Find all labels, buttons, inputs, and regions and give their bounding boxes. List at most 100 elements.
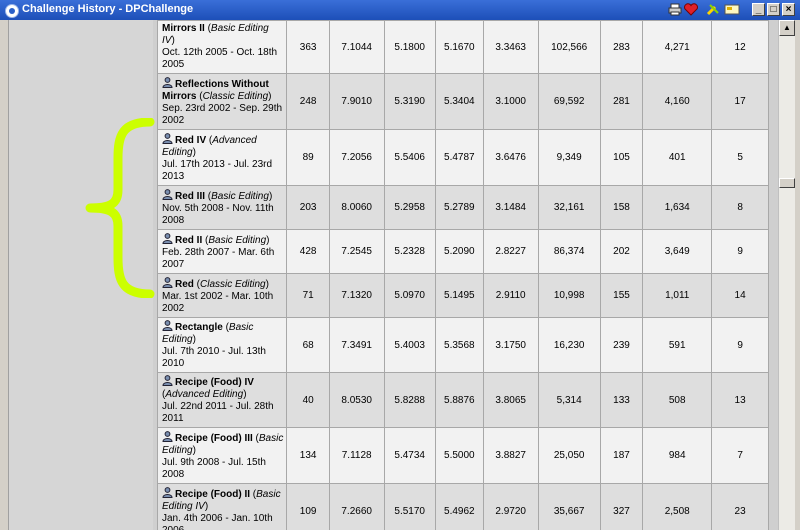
stat-cell: 9 xyxy=(711,229,769,274)
challenge-category: Advanced Editing xyxy=(165,389,244,400)
stat-cell: 283 xyxy=(599,20,644,74)
stat-cell: 428 xyxy=(286,229,330,274)
stat-cell: 5.2090 xyxy=(434,229,484,274)
stat-cell: 239 xyxy=(599,317,644,373)
stat-cell: 187 xyxy=(599,427,644,484)
table-row: Rectangle (Basic Editing) Jul. 7th 2010 -… xyxy=(156,317,769,373)
stat-cell: 5.4003 xyxy=(383,317,436,373)
stat-cell: 984 xyxy=(642,427,713,484)
table-row: Red III (Basic Editing) Nov. 5th 2008 - N… xyxy=(156,185,769,230)
challenge-name-link[interactable]: Rectangle xyxy=(175,322,223,333)
challenge-name-link[interactable]: Mirrors II xyxy=(162,23,205,34)
challenge-name-link[interactable]: Recipe (Food) IV xyxy=(175,377,254,388)
challenge-cell: Recipe (Food) II (Basic Editing IV) Jan. … xyxy=(156,483,288,530)
stat-cell: 9 xyxy=(711,317,769,373)
stat-cell: 3.3463 xyxy=(482,20,539,74)
stat-cell: 5.1800 xyxy=(383,20,436,74)
stat-cell: 1,011 xyxy=(642,273,713,318)
stat-cell: 5.3190 xyxy=(383,73,436,130)
vertical-scrollbar[interactable]: ▲ xyxy=(778,20,795,530)
stat-cell: 5.3568 xyxy=(434,317,484,373)
challenge-category: Basic Editing IV xyxy=(162,23,269,46)
stat-cell: 5.2958 xyxy=(383,185,436,230)
stat-cell: 8 xyxy=(711,185,769,230)
maximize-button[interactable]: □ xyxy=(767,3,780,16)
stat-cell: 363 xyxy=(286,20,330,74)
card-icon[interactable] xyxy=(724,3,740,17)
table-row: Mirrors II (Basic Editing IV) Oct. 12th 2… xyxy=(156,20,769,74)
table-row: Recipe (Food) II (Basic Editing IV) Jan. … xyxy=(156,483,769,530)
challenge-cell: Recipe (Food) III (Basic Editing) Jul. 9t… xyxy=(156,427,288,484)
stat-cell: 12 xyxy=(711,20,769,74)
stat-cell: 3.8065 xyxy=(482,372,539,428)
stat-cell: 7.2545 xyxy=(328,229,385,274)
stat-cell: 109 xyxy=(286,483,330,530)
stat-cell: 5.2789 xyxy=(434,185,484,230)
stat-cell: 7.1320 xyxy=(328,273,385,318)
challenge-dates: Oct. 12th 2005 - Oct. 18th 2005 xyxy=(162,47,278,70)
person-icon xyxy=(162,188,173,200)
stat-cell: 16,230 xyxy=(537,317,601,373)
heart-icon[interactable] xyxy=(683,3,699,17)
stat-cell: 7.3491 xyxy=(328,317,385,373)
stat-cell: 14 xyxy=(711,273,769,318)
stat-cell: 5.0970 xyxy=(383,273,436,318)
minimize-button[interactable]: _ xyxy=(752,3,765,16)
challenge-name-link[interactable]: Red IV xyxy=(175,134,207,146)
person-icon xyxy=(162,486,173,498)
stat-cell: 202 xyxy=(599,229,644,274)
stat-cell: 3.1484 xyxy=(482,185,539,230)
stat-cell: 5.5406 xyxy=(383,129,436,186)
curly-brace-annotation xyxy=(85,118,155,298)
stat-cell: 4,271 xyxy=(642,20,713,74)
stat-cell: 3.6476 xyxy=(482,129,539,186)
stat-cell: 35,667 xyxy=(537,483,601,530)
stat-cell: 3.1750 xyxy=(482,317,539,373)
window-right-edge xyxy=(795,20,800,530)
stat-cell: 5.4962 xyxy=(434,483,484,530)
challenge-history-content: Mirrors II (Basic Editing IV) Oct. 12th 2… xyxy=(153,20,778,530)
challenge-name-link[interactable]: Recipe (Food) III xyxy=(175,432,253,444)
stat-cell: 105 xyxy=(599,129,644,186)
stat-cell: 68 xyxy=(286,317,330,373)
challenge-name-link[interactable]: Red III xyxy=(175,190,206,202)
stat-cell: 7.9010 xyxy=(328,73,385,130)
challenge-cell: Red II (Basic Editing) Feb. 28th 2007 - M… xyxy=(156,229,288,274)
challenge-category: Advanced Editing xyxy=(162,134,257,158)
challenge-name-link[interactable]: Recipe (Food) II xyxy=(175,488,250,500)
stat-cell: 5 xyxy=(711,129,769,186)
stat-cell: 2,508 xyxy=(642,483,713,530)
challenge-name-link[interactable]: Red II xyxy=(175,234,203,246)
stat-cell: 5.8288 xyxy=(383,372,436,428)
stat-cell: 591 xyxy=(642,317,713,373)
challenge-dates: Jul. 17th 2013 - Jul. 23rd 2013 xyxy=(162,158,273,182)
challenge-cell: Reflections Without Mirrors (Classic Edi… xyxy=(156,73,288,130)
challenge-name-link[interactable]: Red xyxy=(175,278,194,290)
scroll-up-arrow-icon[interactable]: ▲ xyxy=(779,20,795,36)
challenge-dates: Mar. 1st 2002 - Mar. 10th 2002 xyxy=(162,290,274,314)
stat-cell: 2.8227 xyxy=(482,229,539,274)
stat-cell: 248 xyxy=(286,73,330,130)
stat-cell: 86,374 xyxy=(537,229,601,274)
printer-icon[interactable] xyxy=(667,3,683,17)
stat-cell: 5.5170 xyxy=(383,483,436,530)
stat-cell: 5.1495 xyxy=(434,273,484,318)
title-bar: Challenge History - DPChallenge _ □ × xyxy=(0,0,800,20)
challenge-name-link[interactable]: Reflections Without Mirrors xyxy=(162,78,269,102)
tools-icon[interactable] xyxy=(705,3,721,17)
scroll-thumb[interactable] xyxy=(779,178,795,188)
person-icon xyxy=(162,430,173,442)
challenge-cell: Rectangle (Basic Editing) Jul. 7th 2010 -… xyxy=(156,317,288,373)
stat-cell: 7.2056 xyxy=(328,129,385,186)
close-button[interactable]: × xyxy=(782,3,795,16)
challenge-category: Basic Editing xyxy=(162,322,254,345)
table-row: Red (Classic Editing) Mar. 1st 2002 - Mar… xyxy=(156,273,769,318)
window-title: Challenge History - DPChallenge xyxy=(22,3,194,15)
stat-cell: 401 xyxy=(642,129,713,186)
stat-cell: 158 xyxy=(599,185,644,230)
challenge-history-table: Mirrors II (Basic Editing IV) Oct. 12th 2… xyxy=(156,20,769,530)
stat-cell: 7 xyxy=(711,427,769,484)
person-icon xyxy=(162,76,173,88)
person-icon xyxy=(162,132,173,144)
stat-cell: 71 xyxy=(286,273,330,318)
